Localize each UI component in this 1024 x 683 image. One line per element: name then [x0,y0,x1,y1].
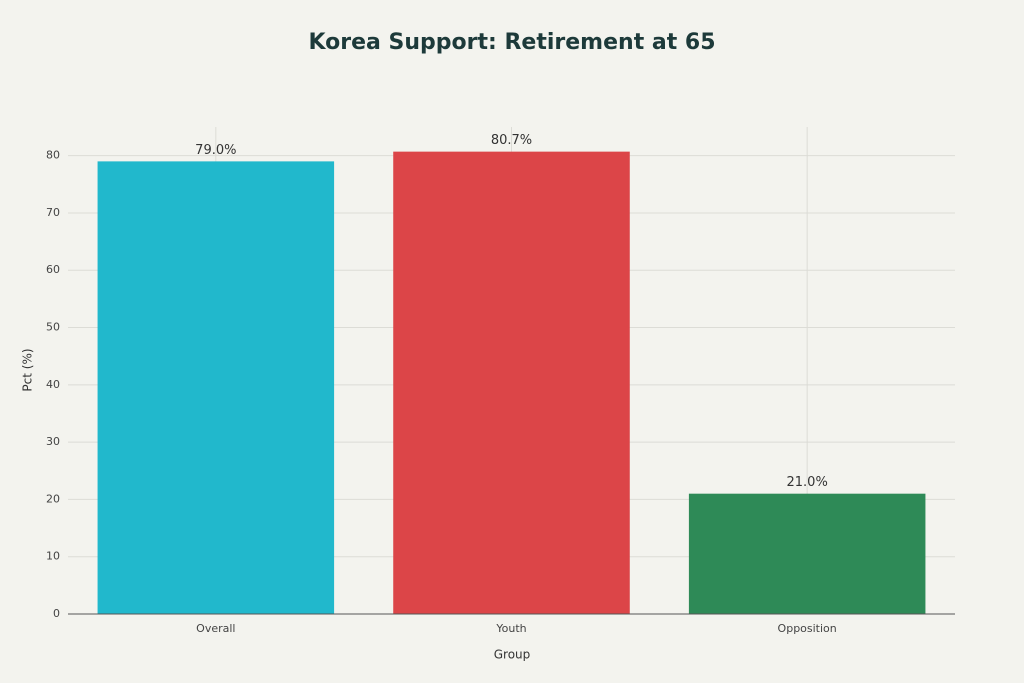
x-axis-label: Group [494,648,531,662]
y-tick-label: 50 [46,321,60,334]
value-label: 79.0% [195,143,236,158]
y-tick-label: 80 [46,149,60,162]
y-tick-label: 60 [46,263,60,276]
x-tick-label: Opposition [778,622,837,635]
y-tick-label: 0 [53,607,60,620]
bar [393,151,630,614]
y-tick-label: 30 [46,435,60,448]
y-tick-label: 40 [46,378,60,391]
x-tick-label: Youth [495,622,526,635]
y-tick-label: 10 [46,550,60,563]
y-tick-label: 70 [46,206,60,219]
y-axis-label: Pct (%) [21,348,35,391]
x-tick-label: Overall [196,622,235,635]
chart-title: Korea Support: Retirement at 65 [309,30,716,55]
y-tick-label: 20 [46,492,60,505]
value-label: 80.7% [491,133,532,148]
bar [688,493,926,614]
value-label: 21.0% [787,475,828,490]
bar [97,161,335,614]
